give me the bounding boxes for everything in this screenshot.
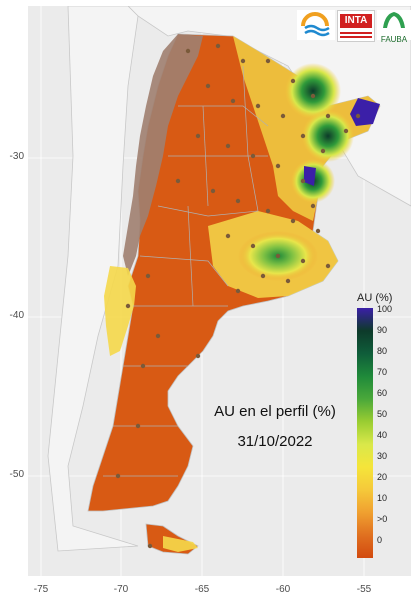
legend-title: AU (%) bbox=[357, 292, 393, 304]
x-tick-label: -75 bbox=[33, 584, 49, 595]
legend-label: 100 bbox=[377, 304, 393, 314]
legend-label: 30 bbox=[377, 451, 388, 461]
legend-label: 90 bbox=[377, 325, 388, 335]
fauba-logo: FAUBA bbox=[377, 10, 411, 44]
neighbour-countries bbox=[47, 6, 411, 552]
legend-label: 0 bbox=[377, 535, 383, 545]
ne-wet-patch bbox=[285, 63, 341, 119]
inta-logo: INTA bbox=[337, 10, 375, 42]
inta-logo-text: INTA bbox=[340, 14, 372, 28]
legend-label: 80 bbox=[377, 346, 388, 356]
legend-label: 20 bbox=[377, 472, 388, 482]
map-date: 31/10/2022 bbox=[237, 433, 313, 450]
legend-label: 70 bbox=[377, 367, 388, 377]
x-tick-label: -70 bbox=[113, 584, 129, 595]
misiones-blue bbox=[350, 98, 380, 126]
andes-region bbox=[123, 34, 203, 276]
legend-label: 50 bbox=[377, 409, 388, 419]
fauba-logo-text: FAUBA bbox=[380, 35, 408, 44]
color-legend: AU (%) 100 90 80 70 60 50 40 30 20 10 >0… bbox=[353, 292, 413, 564]
legend-label: >0 bbox=[377, 514, 388, 524]
wave-logo-icon bbox=[297, 10, 335, 40]
y-tick-label: -40 bbox=[9, 310, 24, 321]
map-drawing bbox=[28, 6, 411, 576]
legend-label: 10 bbox=[377, 493, 388, 503]
corrientes-blue bbox=[304, 166, 316, 186]
patagonia-west-yellow bbox=[104, 266, 136, 356]
legend-color-bar bbox=[357, 308, 373, 558]
leaf-icon bbox=[383, 12, 405, 28]
y-tick-label: -30 bbox=[9, 151, 24, 162]
mesopotamia-wet-patch bbox=[302, 110, 354, 162]
argentina-territory bbox=[87, 33, 381, 555]
map-title: AU en el perfil (%) bbox=[214, 403, 336, 420]
map-panel bbox=[28, 6, 411, 576]
station-dots bbox=[115, 43, 361, 549]
legend-label: 60 bbox=[377, 388, 388, 398]
legend-label: 40 bbox=[377, 430, 388, 440]
logos: INTA FAUBA bbox=[297, 10, 411, 50]
y-tick-label: -50 bbox=[9, 469, 24, 480]
tdf-yellow bbox=[163, 536, 198, 552]
province-borders bbox=[103, 65, 269, 477]
x-tick-label: -55 bbox=[356, 584, 372, 595]
x-tick-label: -65 bbox=[194, 584, 210, 595]
x-tick-label: -60 bbox=[275, 584, 291, 595]
